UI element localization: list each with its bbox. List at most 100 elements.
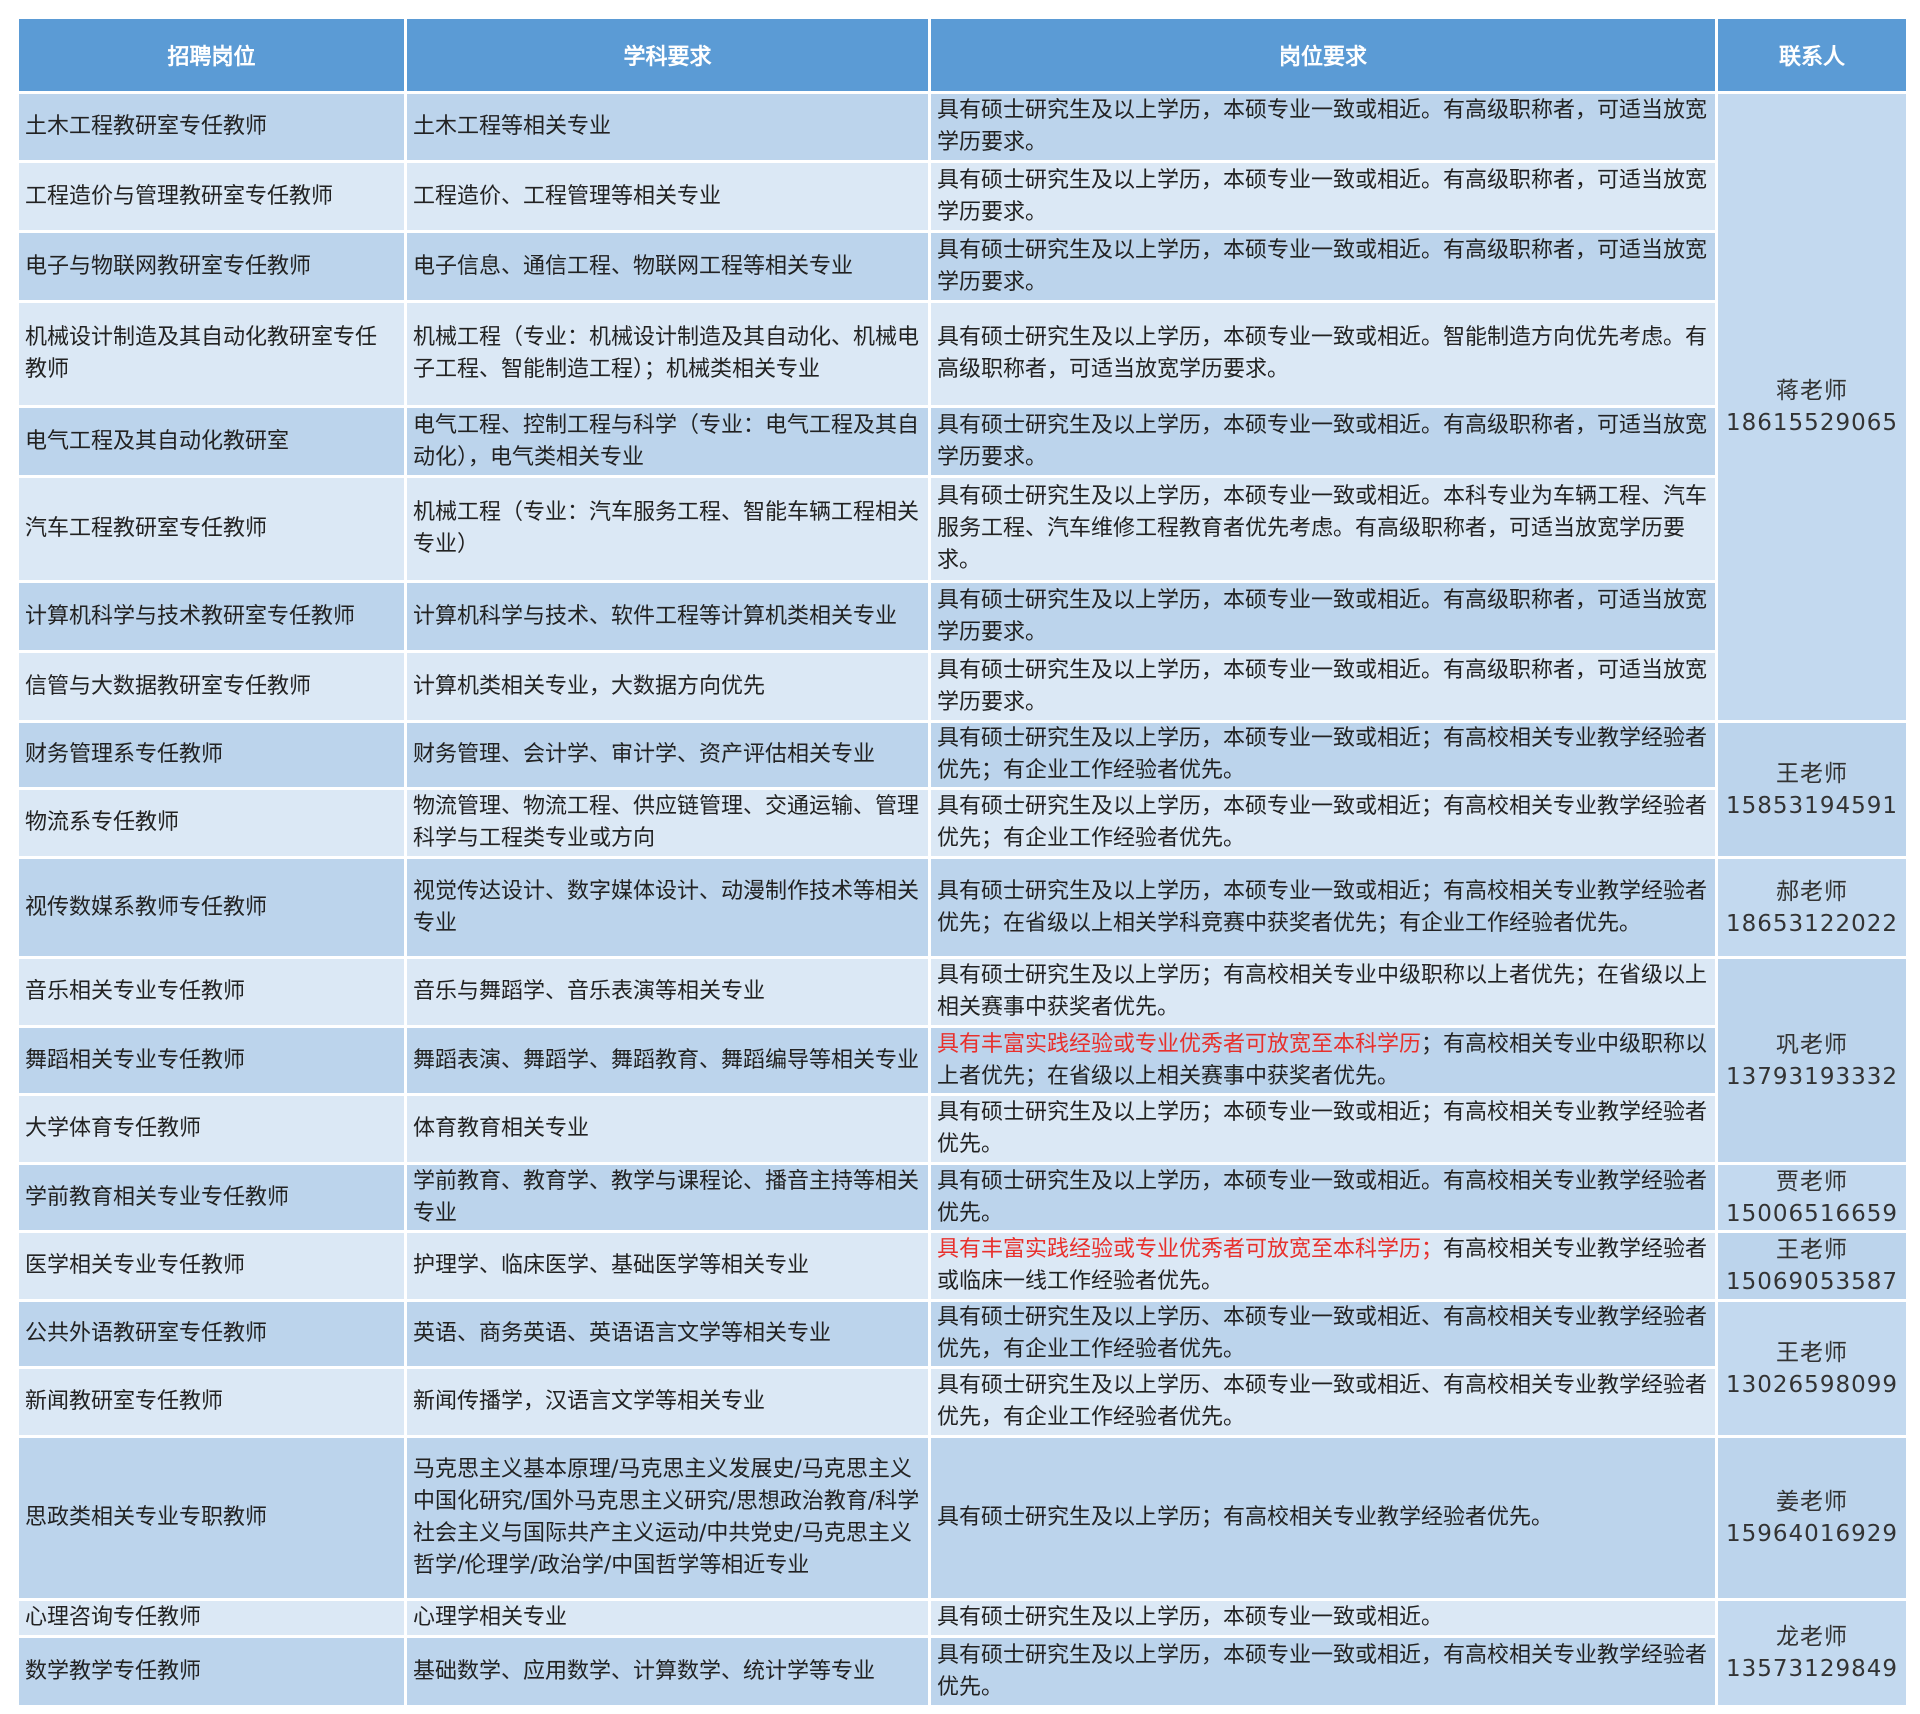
contact-cell: 巩老师 13793193332 <box>1718 959 1906 1162</box>
table-row: 公共外语教研室专任教师 英语、商务英语、英语语言文学等相关专业 具有硕士研究生及以上… <box>19 1302 1906 1435</box>
subject-cell: 工程造价、工程管理等相关专业 <box>407 163 928 230</box>
position-cell: 舞蹈相关专业专任教师 <box>19 1028 404 1093</box>
contact-cell: 王老师 15069053587 <box>1718 1233 1906 1299</box>
header-row: 招聘岗位 学科要求 岗位要求 联系人 <box>19 19 1906 91</box>
subject-cell: 计算机科学与技术、软件工程等计算机类相关专业 <box>407 583 928 650</box>
position-cell: 思政类相关专业专职教师 <box>19 1438 404 1598</box>
requirement-text: 具有硕士研究生及以上学历，本硕专业一致或相近，有高校相关专业教学经验者优先。 <box>937 1642 1708 1700</box>
contact-cell: 王老师 13026598099 <box>1718 1302 1906 1435</box>
requirement-cell: 具有硕士研究生及以上学历，本硕专业一致或相近。有高级职称者，可适当放宽学历要求。 <box>931 408 1715 475</box>
requirement-text: 有高校相关专业教学经验者或临床一线工作经验者优先。 <box>937 1237 1708 1294</box>
contact-phone: 15853194591 <box>1726 792 1898 819</box>
header-contact: 联系人 <box>1718 19 1906 91</box>
table-row: 音乐相关专业专任教师 音乐与舞蹈学、音乐表演等相关专业 具有硕士研究生及以上学历；有… <box>19 959 1906 1162</box>
contact-cell: 姜老师 15964016929 <box>1718 1438 1906 1598</box>
contact-cell: 贾老师 15006516659 <box>1718 1165 1906 1230</box>
table-row: 思政类相关专业专职教师 马克思主义基本原理/马克思主义发展史/马克思主义中国化研究… <box>19 1438 1906 1598</box>
requirement-cell: 具有硕士研究生及以上学历，本硕专业一致或相近。有高级职称者，可适当放宽学历要求。 <box>931 583 1715 650</box>
requirement-cell: 具有硕士研究生及以上学历，本硕专业一致或相近，有高校相关专业教学经验者优先。 <box>931 1638 1715 1705</box>
requirement-text: 具有硕士研究生及以上学历，本硕专业一致或相近；有高校相关专业教学经验者优先；在省… <box>937 878 1708 936</box>
subject-cell: 视觉传达设计、数字媒体设计、动漫制作技术等相关专业 <box>407 859 928 956</box>
contact-phone: 13793193332 <box>1726 1063 1898 1090</box>
subject-cell: 计算机类相关专业，大数据方向优先 <box>407 653 928 720</box>
table-row: 财务管理系专任教师 财务管理、会计学、审计学、资产评估相关专业 具有硕士研究生及以上… <box>19 723 1906 856</box>
contact-phone: 13573129849 <box>1726 1656 1898 1682</box>
subject-cell: 机械工程（专业：汽车服务工程、智能车辆工程相关专业） <box>407 478 928 580</box>
table-row: 视传数媒系教师专任教师 视觉传达设计、数字媒体设计、动漫制作技术等相关专业 具有硕士… <box>19 859 1906 956</box>
subject-cell: 心理学相关专业 <box>407 1601 928 1635</box>
position-cell: 大学体育专任教师 <box>19 1096 404 1162</box>
position-cell: 工程造价与管理教研室专任教师 <box>19 163 404 230</box>
position-cell: 物流系专任教师 <box>19 790 404 856</box>
subject-cell: 体育教育相关专业 <box>407 1096 928 1162</box>
table-body: 土木工程教研室专任教师 土木工程等相关专业 具有硕士研究生及以上学历，本硕专业一致或… <box>19 94 1906 1705</box>
header-requirement: 岗位要求 <box>931 19 1715 91</box>
contact-cell: 王老师 15853194591 <box>1718 723 1906 856</box>
subject-cell: 护理学、临床医学、基础医学等相关专业 <box>407 1233 928 1299</box>
position-cell: 土木工程教研室专任教师 <box>19 94 404 160</box>
subject-cell: 基础数学、应用数学、计算数学、统计学等专业 <box>407 1638 928 1705</box>
table-row: 学前教育相关专业专任教师 学前教育、教育学、教学与课程论、播音主持等相关专业 具有硕… <box>19 1165 1906 1230</box>
requirement-cell: 具有硕士研究生及以上学历，本硕专业一致或相近。本科专业为车辆工程、汽车服务工程、… <box>931 478 1715 580</box>
contact-name: 王老师 <box>1776 1339 1848 1366</box>
contact-name: 龙老师 <box>1776 1624 1848 1650</box>
position-cell: 信管与大数据教研室专任教师 <box>19 653 404 720</box>
position-cell: 音乐相关专业专任教师 <box>19 959 404 1025</box>
position-cell: 公共外语教研室专任教师 <box>19 1302 404 1366</box>
requirement-text: 具有硕士研究生及以上学历，本硕专业一致或相近；有高校相关专业教学经验者优先；有企… <box>937 794 1708 851</box>
contact-name: 贾老师 <box>1776 1168 1848 1195</box>
contact-cell: 龙老师 13573129849 <box>1718 1601 1906 1705</box>
contact-name: 姜老师 <box>1776 1489 1848 1515</box>
requirement-cell: 具有硕士研究生及以上学历；本硕专业一致或相近；有高校相关专业教学经验者优先。 <box>931 1096 1715 1162</box>
subject-cell: 电气工程、控制工程与科学（专业：电气工程及其自动化），电气类相关专业 <box>407 408 928 475</box>
contact-phone: 15964016929 <box>1726 1521 1898 1547</box>
table-row: 土木工程教研室专任教师 土木工程等相关专业 具有硕士研究生及以上学历，本硕专业一致或… <box>19 94 1906 720</box>
subject-cell: 土木工程等相关专业 <box>407 94 928 160</box>
requirement-text: 具有硕士研究生及以上学历，本硕专业一致或相近。有高级职称者，可适当放宽学历要求。 <box>937 412 1708 470</box>
requirement-text: 具有硕士研究生及以上学历，本硕专业一致或相近。有高级职称者，可适当放宽学历要求。 <box>937 167 1708 225</box>
requirement-text: 具有硕士研究生及以上学历，本硕专业一致或相近。有高级职称者，可适当放宽学历要求。 <box>937 98 1708 155</box>
table-row: 电气工程及其自动化教研室 电气工程、控制工程与科学（专业：电气工程及其自动化），电… <box>19 408 1906 475</box>
table-row: 心理咨询专任教师 心理学相关专业 具有硕士研究生及以上学历，本硕专业一致或相近。龙老… <box>19 1601 1906 1705</box>
table-row: 新闻教研室专任教师 新闻传播学，汉语言文学等相关专业 具有硕士研究生及以上学历、本硕… <box>19 1369 1906 1435</box>
requirement-cell: 具有硕士研究生及以上学历，本硕专业一致或相近。智能制造方向优先考虑。有高级职称者… <box>931 303 1715 405</box>
subject-cell: 电子信息、通信工程、物联网工程等相关专业 <box>407 233 928 300</box>
requirement-text: 具有硕士研究生及以上学历、本硕专业一致或相近、有高校相关专业教学经验者优先，有企… <box>937 1305 1708 1362</box>
requirement-text: 具有硕士研究生及以上学历，本硕专业一致或相近。有高级职称者，可适当放宽学历要求。 <box>937 587 1708 645</box>
requirement-highlight: 具有丰富实践经验或专业优秀者可放宽至本科学历 <box>937 1031 1422 1057</box>
table-row: 舞蹈相关专业专任教师 舞蹈表演、舞蹈学、舞蹈教育、舞蹈编导等相关专业 具有丰富实践经… <box>19 1028 1906 1093</box>
table-row: 工程造价与管理教研室专任教师 工程造价、工程管理等相关专业 具有硕士研究生及以上学历… <box>19 163 1906 230</box>
requirement-text: 具有硕士研究生及以上学历，本硕专业一致或相近。有高级职称者，可适当放宽学历要求。 <box>937 657 1708 715</box>
requirement-highlight: 具有丰富实践经验或专业优秀者可放宽至本科学历； <box>937 1237 1444 1262</box>
position-cell: 机械设计制造及其自动化教研室专任教师 <box>19 303 404 405</box>
requirement-text: 具有硕士研究生及以上学历，本硕专业一致或相近。本科专业为车辆工程、汽车服务工程、… <box>937 484 1708 573</box>
position-cell: 汽车工程教研室专任教师 <box>19 478 404 580</box>
requirement-text: 具有硕士研究生及以上学历，本硕专业一致或相近。 <box>937 1605 1444 1630</box>
requirement-cell: 具有硕士研究生及以上学历，本硕专业一致或相近。有高级职称者，可适当放宽学历要求。 <box>931 233 1715 300</box>
requirement-text: 具有硕士研究生及以上学历，本硕专业一致或相近。智能制造方向优先考虑。有高级职称者… <box>937 325 1708 382</box>
subject-cell: 机械工程（专业：机械设计制造及其自动化、机械电子工程、智能制造工程）；机械类相关… <box>407 303 928 405</box>
table-row: 医学相关专业专任教师 护理学、临床医学、基础医学等相关专业 具有丰富实践经验或专业优… <box>19 1233 1906 1299</box>
requirement-cell: 具有丰富实践经验或专业优秀者可放宽至本科学历；有高校相关专业教学经验者或临床一线… <box>931 1233 1715 1299</box>
requirement-text: 具有硕士研究生及以上学历；有高校相关专业教学经验者优先。 <box>937 1505 1554 1530</box>
requirement-text: ；有高校相关专业中级职称以上者优先；在省级以上相关赛事中获奖者优先。 <box>937 1031 1708 1089</box>
contact-name: 郝老师 <box>1776 878 1848 905</box>
table-row: 信管与大数据教研室专任教师 计算机类相关专业，大数据方向优先 具有硕士研究生及以上学… <box>19 653 1906 720</box>
requirement-cell: 具有硕士研究生及以上学历，本硕专业一致或相近；有高校相关专业教学经验者优先；有企… <box>931 790 1715 856</box>
contact-name: 巩老师 <box>1776 1031 1848 1058</box>
position-cell: 心理咨询专任教师 <box>19 1601 404 1635</box>
requirement-cell: 具有硕士研究生及以上学历、本硕专业一致或相近、有高校相关专业教学经验者优先，有企… <box>931 1369 1715 1435</box>
table-row: 大学体育专任教师 体育教育相关专业 具有硕士研究生及以上学历；本硕专业一致或相近；有… <box>19 1096 1906 1162</box>
contact-phone: 18653122022 <box>1726 910 1898 937</box>
subject-cell: 舞蹈表演、舞蹈学、舞蹈教育、舞蹈编导等相关专业 <box>407 1028 928 1093</box>
table-row: 计算机科学与技术教研室专任教师 计算机科学与技术、软件工程等计算机类相关专业 具有硕… <box>19 583 1906 650</box>
subject-cell: 新闻传播学，汉语言文学等相关专业 <box>407 1369 928 1435</box>
table-row: 电子与物联网教研室专任教师 电子信息、通信工程、物联网工程等相关专业 具有硕士研究生… <box>19 233 1906 300</box>
table-row: 数学教学专任教师 基础数学、应用数学、计算数学、统计学等专业 具有硕士研究生及以上学… <box>19 1638 1906 1705</box>
requirement-cell: 具有硕士研究生及以上学历、本硕专业一致或相近、有高校相关专业教学经验者优先，有企… <box>931 1302 1715 1366</box>
requirement-text: 具有硕士研究生及以上学历；本硕专业一致或相近；有高校相关专业教学经验者优先。 <box>937 1100 1708 1157</box>
position-cell: 学前教育相关专业专任教师 <box>19 1165 404 1230</box>
position-cell: 视传数媒系教师专任教师 <box>19 859 404 956</box>
requirement-cell: 具有硕士研究生及以上学历，本硕专业一致或相近。有高级职称者，可适当放宽学历要求。 <box>931 163 1715 230</box>
position-cell: 财务管理系专任教师 <box>19 723 404 787</box>
